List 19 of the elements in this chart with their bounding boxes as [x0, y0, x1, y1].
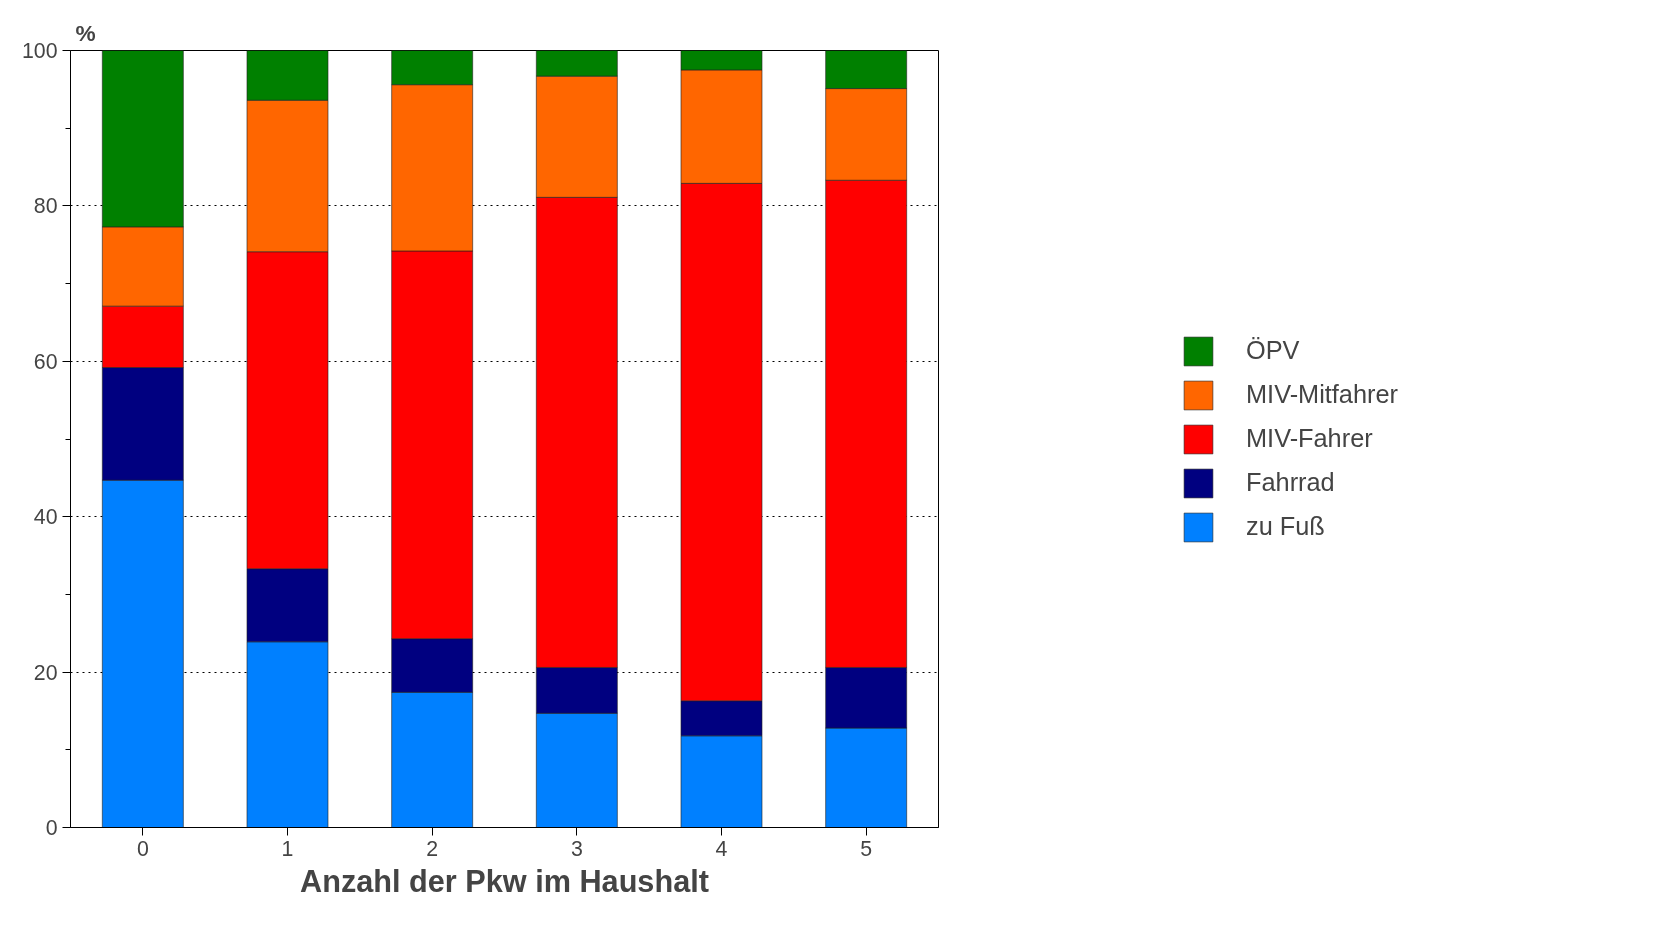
y-tick-label: 20 — [33, 660, 58, 685]
x-tick-label: 0 — [136, 836, 149, 861]
x-axis-title: Anzahl der Pkw im Haushalt — [300, 863, 709, 898]
y-tick-label: 100 — [21, 39, 58, 63]
x-tick-label: 2 — [426, 836, 439, 861]
x-tick-label: 4 — [715, 836, 728, 861]
y-tick-label: 0 — [45, 816, 58, 840]
x-tick-label: 3 — [570, 836, 583, 861]
x-tick-label: 5 — [860, 836, 873, 861]
y-tick-label: 40 — [33, 505, 58, 530]
y-tick-label: 80 — [33, 194, 58, 219]
x-tick-label: 1 — [281, 836, 294, 861]
legend-label: ÖPV — [1246, 336, 1300, 365]
y-axis-title: % — [75, 19, 96, 46]
legend-label: MIV-Mitfahrer — [1246, 380, 1398, 409]
y-tick-label: 60 — [33, 349, 58, 374]
legend-label: MIV-Fahrer — [1246, 424, 1373, 453]
legend-label: Fahrrad — [1246, 468, 1335, 497]
legend-label: zu Fuß — [1246, 512, 1325, 541]
